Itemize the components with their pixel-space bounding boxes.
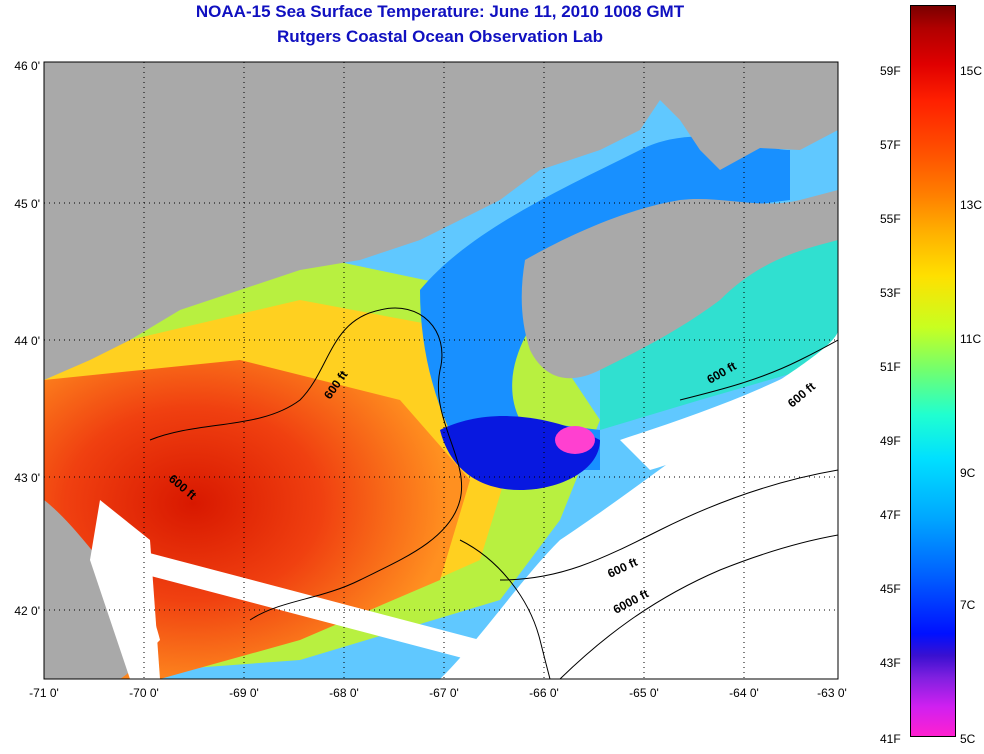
swath-gap-west [90, 500, 160, 679]
x-axis: -71 0' -70 0' -69 0' -68 0' -67 0' -66 0… [29, 686, 847, 700]
bay-of-fundy-cold-water [420, 136, 790, 470]
y-tick-label: 46 0' [14, 59, 40, 73]
nova-scotia-land [521, 190, 838, 379]
temperature-colorbar [910, 5, 956, 737]
map-title: NOAA-15 Sea Surface Temperature: June 11… [195, 2, 685, 21]
colorbar-label-c: 5C [960, 732, 976, 746]
colorbar-label-c: 7C [960, 598, 976, 612]
colorbar-label-c: 13C [960, 198, 983, 212]
swath-gap [90, 540, 480, 660]
x-tick-label: -64 0' [729, 686, 759, 700]
y-tick-label: 43 0' [14, 471, 40, 485]
colorbar-label-f: 45F [880, 582, 901, 596]
map-content [44, 62, 838, 679]
x-tick-label: -68 0' [329, 686, 359, 700]
scotian-shelf-water [600, 230, 838, 430]
colorbar-label-f: 47F [880, 508, 901, 522]
x-tick-label: -71 0' [29, 686, 59, 700]
y-tick-label: 45 0' [14, 197, 40, 211]
map-frame [43, 61, 839, 680]
colorbar-label-f: 57F [880, 138, 901, 152]
colorbar-label-c: 11C [960, 332, 982, 346]
contour-6000ft [559, 534, 838, 679]
map-subtitle: Rutgers Coastal Ocean Observation Lab [277, 27, 603, 46]
contour-600ft-d [679, 339, 838, 401]
contour-600ft-c [499, 469, 838, 581]
cloud-cover-scotian [620, 360, 838, 470]
colorbar-label-f: 59F [880, 64, 901, 78]
colorbar-label-f: 51F [880, 360, 901, 374]
colorbar-label-f: 49F [880, 434, 901, 448]
colorbar-label-c: 9C [960, 466, 976, 480]
x-tick-label: -66 0' [529, 686, 559, 700]
x-tick-label: -67 0' [429, 686, 459, 700]
x-tick-label: -69 0' [229, 686, 259, 700]
y-tick-label: 42 0' [14, 604, 40, 618]
x-tick-label: -70 0' [129, 686, 159, 700]
contour-600ft-b [459, 539, 551, 679]
colorbar-label-f: 41F [880, 732, 901, 746]
depth-contours [149, 307, 838, 679]
colorbar-label-f: 55F [880, 212, 901, 226]
contour-600ft-a [149, 307, 462, 621]
colorbar-label-f: 43F [880, 656, 901, 670]
y-tick-label: 44 0' [14, 334, 40, 348]
y-axis: 46 0' 45 0' 44 0' 43 0' 42 0' [14, 59, 40, 618]
mainland-land [44, 62, 838, 380]
coldest-water-patch [555, 426, 595, 454]
colorbar-label-c: 15C [960, 64, 983, 78]
colorbar-label-f: 53F [880, 286, 901, 300]
x-tick-label: -65 0' [629, 686, 659, 700]
x-tick-label: -63 0' [817, 686, 847, 700]
